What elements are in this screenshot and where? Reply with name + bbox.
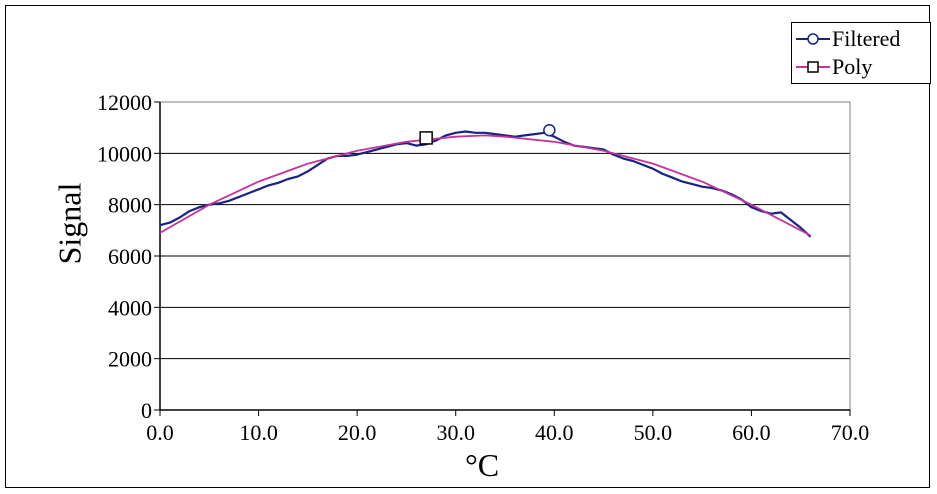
x-tick-label-40.0: 40.0	[535, 420, 574, 445]
y-tick-label-2000: 2000	[108, 347, 152, 372]
axes	[154, 101, 851, 416]
legend-item-poly: Poly	[792, 53, 930, 81]
gridlines	[160, 152, 850, 360]
legend-swatch-filtered	[796, 33, 830, 45]
x-axis-label: °C	[465, 447, 500, 483]
series-line-filtered	[159, 130, 812, 238]
y-tick-label-8000: 8000	[108, 193, 152, 218]
series-markers	[419, 123, 556, 145]
chart-frame	[5, 5, 930, 488]
x-tick-label-70.0: 70.0	[831, 420, 870, 445]
x-tick-label-0.0: 0.0	[146, 420, 174, 445]
legend-label-poly: Poly	[832, 54, 873, 79]
y-tick-label-0: 0	[141, 398, 152, 423]
legend-swatch-poly	[796, 61, 830, 73]
series-lines	[159, 130, 812, 238]
y-tick-label-12000: 12000	[97, 90, 152, 115]
y-tick-label-4000: 4000	[108, 295, 152, 320]
x-tick-label-20.0: 20.0	[338, 420, 377, 445]
series-line-poly	[159, 134, 812, 237]
x-tick-label-60.0: 60.0	[732, 420, 771, 445]
y-tick-label-10000: 10000	[97, 141, 152, 166]
marker-filtered-0	[543, 123, 556, 137]
x-tick-label-30.0: 30.0	[436, 420, 475, 445]
marker-poly-0	[419, 131, 433, 145]
y-tick-label-6000: 6000	[108, 244, 152, 269]
x-tick-label-50.0: 50.0	[634, 420, 673, 445]
x-tick-label-10.0: 10.0	[239, 420, 278, 445]
legend: Filtered Poly	[791, 22, 931, 84]
y-axis-label: Signal	[51, 182, 88, 265]
y-tick-labels: 0 2000 4000 6000 8000 10000 12000	[97, 90, 152, 423]
legend-item-filtered: Filtered	[792, 25, 930, 53]
legend-label-filtered: Filtered	[832, 26, 901, 51]
x-tick-labels: 0.0 10.0 20.0 30.0 40.0 50.0 60.0 70.0	[146, 420, 869, 445]
